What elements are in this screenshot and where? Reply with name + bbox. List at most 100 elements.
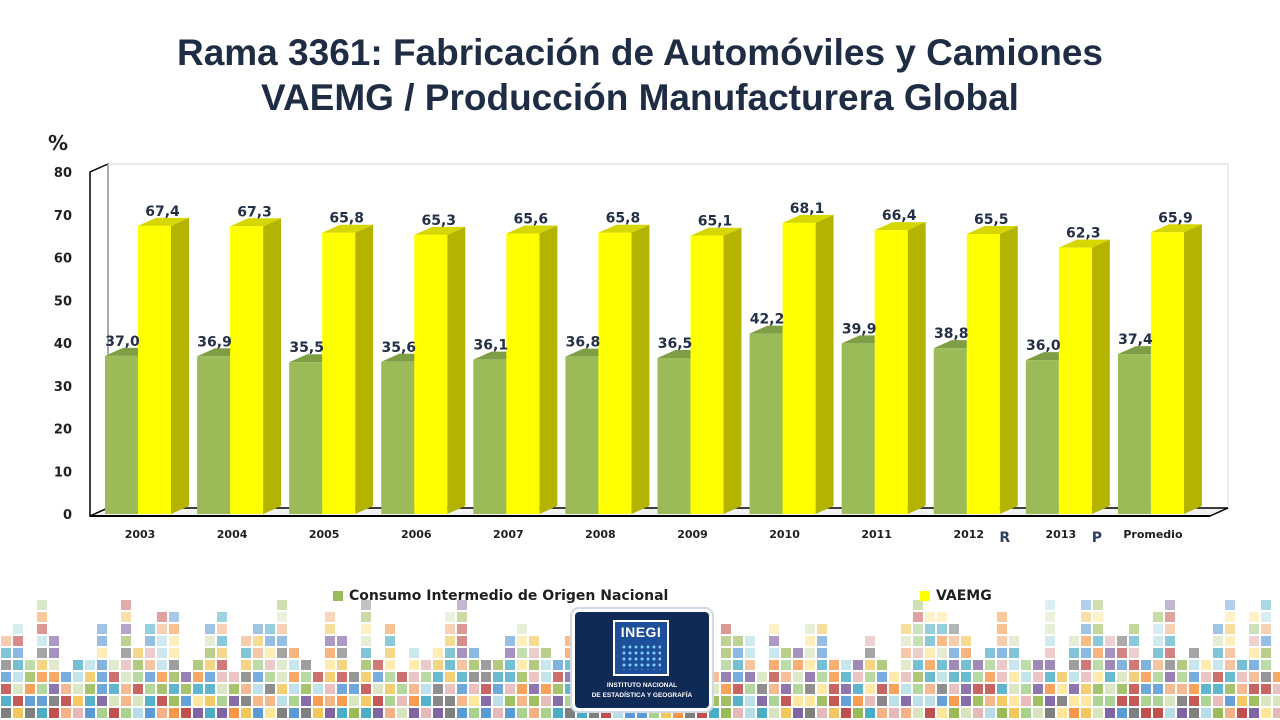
bar-vaemg-2006-side — [447, 226, 466, 514]
bar-vaemg-2004-side — [263, 218, 282, 515]
mosaic-tile — [901, 624, 911, 634]
mosaic-tile — [1129, 672, 1139, 682]
mosaic-tile — [1021, 672, 1031, 682]
mosaic-tile — [265, 648, 275, 658]
mosaic-tile — [325, 636, 335, 646]
mosaic-tile — [1237, 672, 1247, 682]
mosaic-tile — [445, 684, 455, 694]
mosaic-tile — [121, 708, 131, 718]
mosaic-tile — [217, 660, 227, 670]
mosaic-tile — [373, 684, 383, 694]
bar-vaemg-2011-front — [874, 230, 908, 514]
mosaic-tile — [445, 624, 455, 634]
mosaic-tile — [337, 636, 347, 646]
mosaic-tile — [949, 660, 959, 670]
mosaic-tile — [409, 672, 419, 682]
mosaic-tile — [781, 660, 791, 670]
mosaic-tile — [289, 684, 299, 694]
mosaic-tile — [229, 672, 239, 682]
bar-vaemg-2013-front — [1058, 247, 1092, 515]
mosaic-tile — [349, 696, 359, 706]
mosaic-tile — [361, 696, 371, 706]
mosaic-tile — [1237, 660, 1247, 670]
mosaic-tile — [277, 648, 287, 658]
inegi-logo-dots — [621, 644, 661, 670]
mosaic-tile — [733, 708, 743, 718]
mosaic-tile — [205, 672, 215, 682]
mosaic-tile — [1249, 684, 1259, 694]
mosaic-tile — [1, 648, 11, 658]
mosaic-tile — [877, 684, 887, 694]
mosaic-tile — [445, 708, 455, 718]
mosaic-tile — [1117, 648, 1127, 658]
bar-vaemg-2009-top — [690, 227, 742, 236]
mosaic-tile — [901, 660, 911, 670]
mosaic-tile — [805, 684, 815, 694]
mosaic-tile — [145, 624, 155, 634]
y-tick-label: 0 — [63, 508, 72, 523]
mosaic-tile — [157, 684, 167, 694]
mosaic-tile — [193, 696, 203, 706]
mosaic-tile — [913, 684, 923, 694]
mosaic-tile — [757, 672, 767, 682]
mosaic-tile — [217, 708, 227, 718]
mosaic-tile — [937, 684, 947, 694]
mosaic-tile — [277, 612, 287, 622]
mosaic-tile — [1165, 672, 1175, 682]
mosaic-tile — [793, 648, 803, 658]
mosaic-tile — [61, 684, 71, 694]
mosaic-tile — [793, 696, 803, 706]
bar-consumo-2009-front — [657, 357, 691, 514]
mosaic-tile — [61, 696, 71, 706]
mosaic-tile — [385, 624, 395, 634]
mosaic-tile — [985, 708, 995, 718]
mosaic-tile — [1177, 684, 1187, 694]
mosaic-tile — [265, 684, 275, 694]
mosaic-tile — [1225, 708, 1235, 718]
mosaic-tile — [1117, 660, 1127, 670]
mosaic-tile — [241, 696, 251, 706]
mosaic-tile — [13, 624, 23, 634]
mosaic-tile — [241, 672, 251, 682]
mosaic-tile — [313, 696, 323, 706]
mosaic-tile — [901, 672, 911, 682]
mosaic-tile — [805, 660, 815, 670]
mosaic-tile — [889, 684, 899, 694]
mosaic-tile — [1093, 708, 1103, 718]
mosaic-tile — [517, 684, 527, 694]
mosaic-tile — [193, 660, 203, 670]
bar-vaemg-2008-top — [598, 224, 650, 233]
mosaic-tile — [721, 648, 731, 658]
mosaic-tile — [1081, 708, 1091, 718]
mosaic-tile — [157, 636, 167, 646]
mosaic-tile — [1069, 672, 1079, 682]
x-tick-label: 2003 — [125, 528, 156, 541]
mosaic-tile — [289, 708, 299, 718]
chart-legend: Consumo Intermedio de Origen Nacional VAE… — [0, 588, 1280, 608]
mosaic-tile — [1033, 672, 1043, 682]
mosaic-tile — [337, 672, 347, 682]
mosaic-tile — [325, 684, 335, 694]
mosaic-tile — [457, 612, 467, 622]
mosaic-tile — [253, 708, 263, 718]
mosaic-tile — [745, 696, 755, 706]
mosaic-tile — [805, 672, 815, 682]
mosaic-tile — [1129, 624, 1139, 634]
mosaic-tile — [241, 660, 251, 670]
mosaic-tile — [217, 624, 227, 634]
mosaic-tile — [361, 600, 371, 610]
mosaic-tile — [721, 660, 731, 670]
mosaic-tile — [385, 696, 395, 706]
mosaic-tile — [1249, 696, 1259, 706]
mosaic-tile — [553, 672, 563, 682]
mosaic-tile — [277, 684, 287, 694]
mosaic-tile — [133, 660, 143, 670]
mosaic-tile — [1141, 660, 1151, 670]
mosaic-tile — [1117, 636, 1127, 646]
legend-label: VAEMG — [936, 588, 992, 604]
mosaic-tile — [433, 660, 443, 670]
mosaic-tile — [193, 672, 203, 682]
bar-vaemg-2013 — [1058, 239, 1110, 515]
bar-consumo-2006-front — [381, 361, 415, 514]
mosaic-tile — [1201, 708, 1211, 718]
